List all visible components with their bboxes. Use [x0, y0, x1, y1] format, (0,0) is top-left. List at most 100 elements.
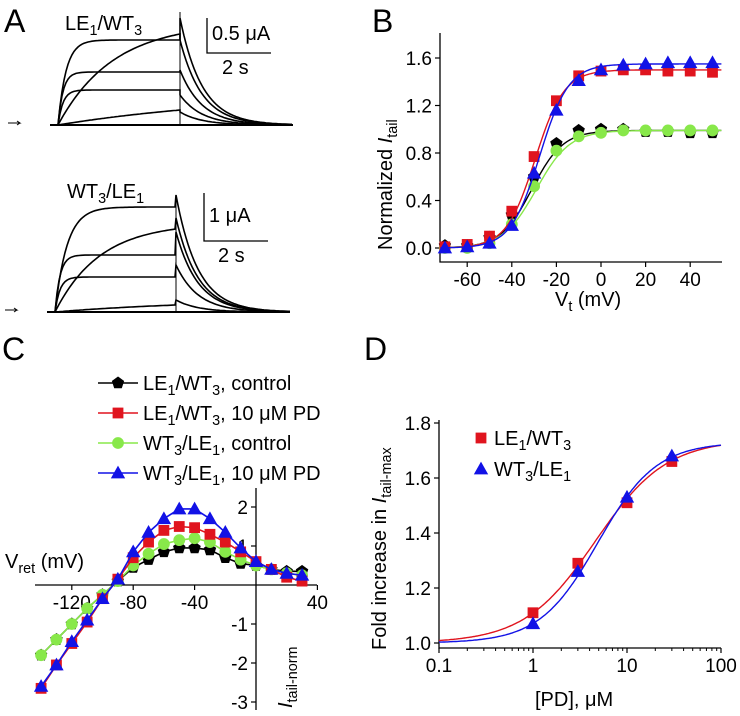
y-tick-label: 2 — [237, 498, 248, 519]
series-le1-wt3-control — [438, 122, 722, 251]
y-tick-label: 0.4 — [406, 192, 433, 213]
panel-label-b: B — [372, 3, 393, 39]
y-axis-label-part: tail-norm — [285, 646, 301, 702]
x-tick-label: 40 — [307, 593, 328, 614]
legend-item-le1-wt3-pd: LE1/WT3, 10 μM PD — [98, 403, 321, 429]
x-axis-label: [PD], μM — [535, 689, 613, 711]
x-axis-label-part: [PD], μM — [535, 689, 613, 711]
legend-label-part: 3 — [212, 383, 220, 399]
data-point — [437, 240, 453, 254]
y-tick-label: -1 — [231, 615, 248, 636]
fit-curve — [440, 63, 722, 249]
data-point — [550, 144, 563, 157]
y-axis-label-part: tail — [385, 119, 401, 137]
current-trace — [57, 17, 292, 126]
legend-marker — [111, 376, 125, 389]
data-point — [593, 62, 609, 76]
x-axis-label-part: V — [5, 551, 19, 573]
data-point — [156, 511, 172, 525]
x-tick-label: 20 — [635, 270, 656, 291]
y-tick-label: 1.0 — [405, 634, 431, 655]
series-wt3-le1-pd — [439, 444, 722, 643]
data-point — [65, 618, 78, 630]
x-tick-label: -40 — [181, 593, 208, 614]
data-point — [571, 73, 586, 86]
scale-current-top: 0.5 μA — [212, 23, 271, 45]
y-tick-label: 1.4 — [405, 524, 432, 545]
trace-title-top-part: LE — [65, 13, 89, 35]
y-tick-label: 1.8 — [405, 414, 431, 435]
data-point — [460, 239, 475, 253]
series-le1-wt3-pd — [438, 444, 722, 642]
data-point — [233, 540, 248, 554]
legend-label-part: 1 — [563, 469, 571, 485]
legend-label-part: /LE — [533, 459, 563, 481]
legend-label-part: /WT — [175, 403, 212, 425]
data-point — [662, 124, 674, 137]
y-tick-label: -2 — [231, 654, 248, 675]
legend-label-part: WT — [143, 433, 174, 455]
data-point — [707, 66, 718, 78]
current-trace — [54, 298, 290, 313]
y-tick-label: 1.2 — [405, 579, 431, 600]
legend-label-part: 1 — [167, 413, 175, 429]
y-axis-label-part: tail-max — [379, 447, 395, 498]
legend-label: LE1/WT3 — [494, 428, 571, 454]
data-point — [683, 55, 698, 69]
legend-marker — [475, 432, 487, 444]
current-trace — [54, 231, 291, 313]
trace-title-top-part: 1 — [89, 23, 97, 39]
legend-label-part: 3 — [174, 473, 182, 489]
x-tick-label: 1 — [528, 656, 539, 677]
y-tick-label: -3 — [231, 693, 248, 714]
legend-label-part: /WT — [175, 373, 212, 395]
data-point — [294, 567, 310, 581]
x-axis-label-part: ret — [18, 561, 35, 577]
legend-item-wt3-le1-pd: WT3/LE1 — [473, 459, 571, 485]
y-axis-label-part: Normalized — [375, 143, 397, 250]
trace-title-bottom-part: 1 — [136, 191, 144, 207]
trace-title-top: LE1/WT3 — [65, 13, 142, 39]
scale-bar-bottom: 1 μA 2 s — [203, 193, 268, 267]
data-point — [172, 501, 187, 515]
series-wt3-le1-pd — [437, 55, 722, 254]
legend-item-wt3-le1-control: WT3/LE1, control — [98, 433, 291, 459]
fit-curve — [439, 444, 722, 643]
data-point — [126, 544, 141, 558]
legend-marker — [112, 437, 124, 449]
legend-marker — [112, 407, 124, 419]
data-point — [35, 649, 47, 662]
data-point — [706, 124, 719, 137]
panel-label-c: C — [2, 331, 25, 367]
trace-title-top-part: /WT — [97, 13, 134, 35]
panel-label-d: D — [364, 331, 387, 367]
data-point — [616, 57, 631, 71]
x-axis-label: Vret (mV) — [5, 551, 84, 577]
legend-label-part: 3 — [525, 469, 533, 485]
legend-label: LE1/WT3, control — [143, 373, 291, 399]
y-axis-label: Fold increase in Itail-max — [369, 447, 395, 650]
x-tick-label: -80 — [119, 593, 146, 614]
data-point — [173, 534, 186, 547]
data-point — [50, 633, 63, 646]
data-point — [204, 528, 216, 540]
fit-curve — [438, 444, 722, 642]
data-point — [684, 124, 697, 137]
legend-label-part: 3 — [174, 443, 182, 459]
x-axis-label-part: (mV) — [35, 551, 84, 573]
scale-time-bottom: 2 s — [218, 245, 245, 267]
y-axis-label: Itail-norm — [275, 646, 301, 708]
y-tick-label: 1.2 — [406, 97, 432, 118]
data-point — [279, 565, 294, 579]
x-tick-label: -20 — [543, 270, 570, 291]
panel-d-chart: 0.1 1 10 100 1.0 1.2 1.4 1.6 1.8 [PD], μM Fold inc… — [369, 414, 737, 711]
legend-label-part: 3 — [212, 413, 220, 429]
data-point — [617, 124, 630, 137]
data-point — [79, 612, 95, 626]
legend-label-part: LE — [143, 403, 167, 425]
fit-curve — [440, 129, 722, 249]
data-point — [482, 235, 497, 249]
